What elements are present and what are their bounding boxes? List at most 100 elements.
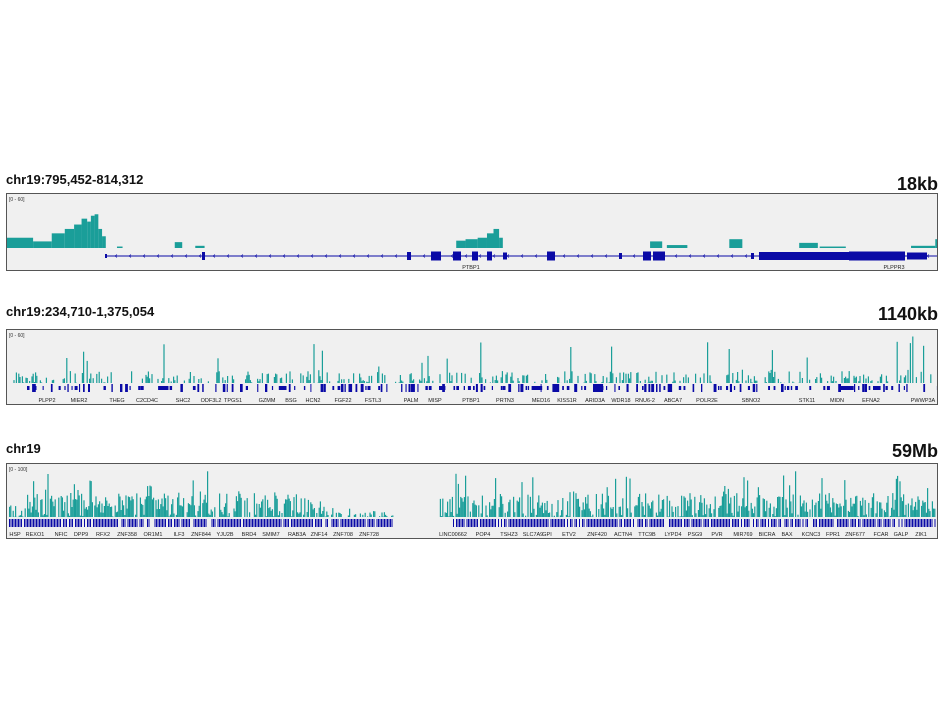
coverage-bar (538, 495, 540, 517)
gene-block (54, 519, 55, 527)
gene-block (888, 519, 889, 527)
gene-block (768, 386, 770, 390)
coverage-bar (917, 496, 919, 517)
coverage-bar (738, 505, 740, 517)
gene-block (350, 384, 353, 392)
gene-block (843, 519, 844, 527)
coverage-bar (501, 371, 503, 383)
gene-block (129, 386, 131, 390)
coverage-bar (114, 505, 116, 517)
gene-block (520, 384, 524, 392)
gene-block (67, 384, 69, 392)
gene-block (936, 386, 937, 390)
gene-block (850, 519, 852, 527)
gene-block (778, 519, 780, 527)
gene-block (106, 519, 108, 527)
gene-label: KCNC3 (802, 532, 821, 538)
gene-block (891, 386, 894, 390)
coverage-bar (837, 504, 839, 517)
coverage-bar (439, 498, 441, 517)
gene-label: ZNF708 (333, 532, 353, 538)
gene-block (202, 519, 204, 527)
gene-block (916, 519, 918, 527)
strand-tick (156, 254, 160, 258)
gene-block (466, 519, 468, 527)
gene-block (312, 519, 313, 527)
gene-label: ACTN4 (614, 532, 632, 538)
coverage-bar (683, 496, 685, 517)
gene-block (453, 386, 456, 390)
coverage-bar (630, 372, 632, 383)
coverage-bar (43, 514, 45, 517)
coverage-bar (865, 378, 867, 383)
coverage-bar (769, 503, 771, 517)
coverage-bar (921, 505, 923, 517)
coverage-bar (705, 514, 707, 517)
gene-block (159, 519, 160, 527)
coverage-bar (838, 507, 840, 517)
coverage-bar (534, 381, 536, 383)
coverage-bar (123, 505, 125, 517)
gene-label: WDR18 (611, 398, 630, 404)
gene-block (720, 519, 721, 527)
coverage-bar (607, 495, 609, 517)
coverage-bar (136, 493, 138, 517)
coverage-bar (33, 241, 52, 248)
coverage-bar (115, 512, 117, 517)
coverage-bar (94, 214, 99, 248)
gene-block (373, 519, 375, 527)
coverage-bar (450, 512, 452, 517)
coverage-bar (723, 491, 725, 517)
coverage-bar (547, 513, 549, 517)
coverage-bar (682, 516, 684, 517)
strand-tick (184, 254, 188, 258)
coverage-bar (847, 378, 849, 383)
coverage-bar (545, 510, 547, 517)
coverage-bar (606, 377, 608, 383)
gene-block (340, 519, 342, 527)
gene-block (357, 519, 358, 527)
coverage-bar (204, 494, 206, 517)
coverage-bar (451, 496, 453, 517)
coverage-bar (198, 379, 200, 383)
coverage-bar (559, 515, 561, 517)
gene-block (276, 519, 277, 527)
coverage-bar (806, 357, 808, 383)
gene-block (37, 519, 39, 527)
gene-block (165, 519, 166, 527)
track-plot: [0 - 100]HSP REXO1 NFIC DPP9 RFX2 ZNF358 OR1M1… (9, 467, 936, 538)
coverage-bar (321, 350, 323, 383)
coverage-track[interactable]: [0 - 60] PTBP1 PLPPR3 (6, 193, 938, 271)
coverage-bar (377, 372, 379, 383)
gene-block (886, 519, 888, 527)
coverage-bar (731, 512, 733, 517)
coverage-bar (609, 371, 611, 383)
coverage-bar (911, 245, 936, 248)
coverage-bar (573, 491, 575, 517)
coverage-bar (225, 503, 227, 517)
coverage-bar (525, 375, 527, 383)
coverage-bar (477, 237, 487, 248)
gene-block (298, 519, 300, 527)
coverage-bar (398, 382, 400, 383)
gene-block (321, 519, 322, 527)
coverage-bar (623, 372, 625, 383)
coverage-track[interactable]: [0 - 60] PLPP2 MIER2 THEG C2CD4C SHC2 ODF3L2 TP… (6, 329, 938, 405)
coverage-bar (737, 372, 739, 383)
gene-block (386, 384, 388, 392)
coverage-bar (591, 516, 593, 517)
coverage-bar (74, 373, 76, 383)
coverage-track[interactable]: [0 - 100] HSP REXO1 NFIC DPP9 RFX2 ZNF358 OR1M1… (6, 463, 938, 539)
coverage-bar (94, 505, 96, 517)
gene-block (205, 519, 207, 527)
gene-block (562, 386, 564, 390)
coverage-bar (518, 381, 520, 383)
coverage-bar (297, 512, 299, 517)
coverage-bar (853, 375, 855, 383)
coverage-bar (223, 506, 225, 517)
coverage-bar (839, 503, 841, 517)
gene-block (683, 386, 686, 390)
gene-label: MISP (428, 398, 442, 404)
coverage-bar (735, 379, 737, 383)
gene-block (76, 519, 78, 527)
